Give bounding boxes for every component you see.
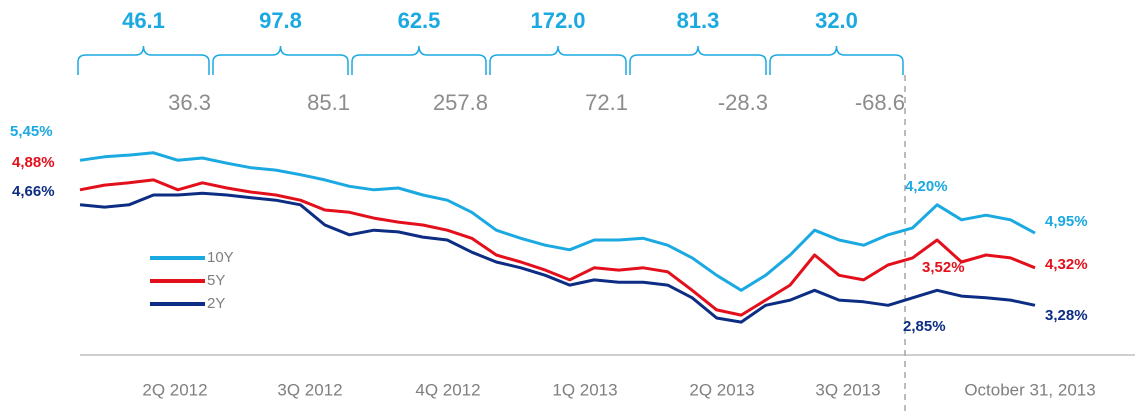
annotation: 4,88% xyxy=(12,154,55,171)
period-value: 81.3 xyxy=(677,8,720,33)
bracket xyxy=(489,45,627,75)
period-change: -28.3 xyxy=(718,90,768,115)
period-value: 62.5 xyxy=(398,8,441,33)
bracket xyxy=(212,45,349,75)
x-tick-label: 4Q 2012 xyxy=(415,380,480,399)
legend-label: 2Y xyxy=(207,295,225,312)
x-tick-label: 2Q 2013 xyxy=(689,380,754,399)
x-tick-label: October 31, 2013 xyxy=(964,380,1095,399)
period-change: 85.1 xyxy=(307,90,350,115)
x-tick-label: 3Q 2012 xyxy=(277,380,342,399)
annotation: 4,32% xyxy=(1045,256,1088,273)
annotation: 3,28% xyxy=(1045,307,1088,324)
annotation: 2,85% xyxy=(903,318,946,335)
x-tick-label: 3Q 2013 xyxy=(815,380,880,399)
legend-label: 10Y xyxy=(207,249,234,266)
period-change: 72.1 xyxy=(585,90,628,115)
period-value: 172.0 xyxy=(530,8,585,33)
x-tick-label: 1Q 2013 xyxy=(552,380,617,399)
legend-label: 5Y xyxy=(207,272,225,289)
annotation: 5,45% xyxy=(10,123,53,140)
bracket xyxy=(351,45,487,75)
period-change: 257.8 xyxy=(433,90,488,115)
period-change: 36.3 xyxy=(168,90,211,115)
period-value: 32.0 xyxy=(815,8,858,33)
annotation: 4,20% xyxy=(905,178,948,195)
line xyxy=(79,191,1036,324)
bracket xyxy=(77,45,210,75)
annotation: 4,66% xyxy=(12,183,55,200)
annotation: 4,95% xyxy=(1045,213,1088,230)
annotation: 3,52% xyxy=(922,259,965,276)
period-value: 97.8 xyxy=(259,8,302,33)
line xyxy=(79,151,1036,292)
bracket xyxy=(629,45,767,75)
bracket xyxy=(769,45,904,75)
period-value: 46.1 xyxy=(122,8,165,33)
line xyxy=(79,178,1036,317)
x-tick-label: 2Q 2012 xyxy=(142,380,207,399)
period-change: -68.6 xyxy=(855,90,905,115)
